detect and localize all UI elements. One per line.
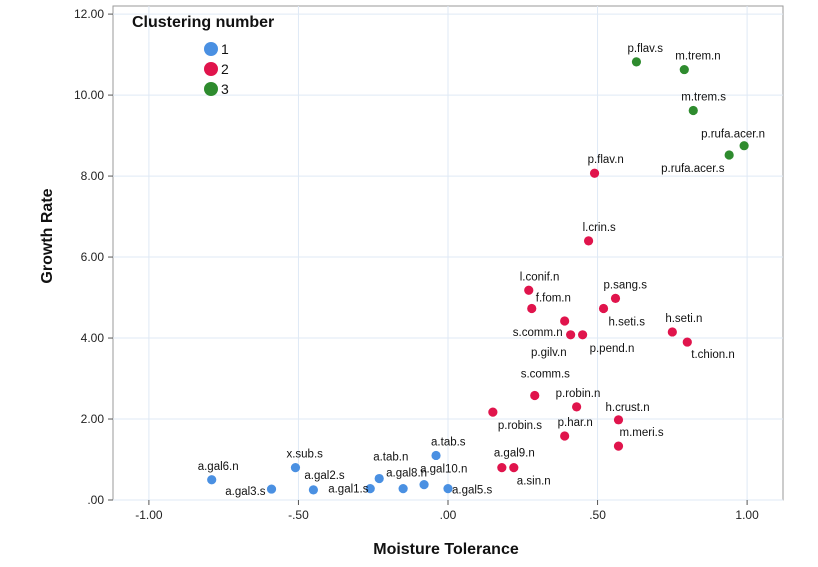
y-tick-label: 12.00	[74, 7, 104, 21]
data-point-p.flav.s	[631, 57, 642, 67]
data-point-s.comm.s	[530, 390, 540, 401]
point-label: a.gal3.s	[225, 486, 266, 498]
data-point-p.pend.n	[577, 330, 588, 340]
data-point-m.trem.s	[688, 105, 698, 116]
point-label: m.trem.n	[675, 51, 720, 63]
point-label: p.har.n	[558, 417, 593, 429]
legend-label: 1	[221, 41, 229, 57]
point-label: a.tab.n	[373, 452, 408, 464]
point-label: h.crust.n	[605, 402, 649, 414]
point-label: l.crin.s	[583, 222, 616, 234]
data-point-a.gal1.s	[365, 484, 375, 494]
data-point-a.gal5.s	[443, 484, 453, 494]
x-tick-label: .50	[589, 508, 606, 522]
legend-marker-2	[204, 62, 218, 76]
y-axis-title: Growth Rate	[39, 188, 56, 283]
point-label: h.seti.s	[609, 316, 646, 328]
data-point-p.robin.s	[488, 407, 498, 417]
legend-marker-1	[204, 42, 218, 56]
data-point-a.tab.s	[431, 450, 441, 461]
data-points	[207, 57, 749, 495]
data-point-p.rufa.acer.s	[724, 150, 734, 160]
point-label: a.gal8.n	[386, 468, 427, 480]
data-point-m.meri.s	[613, 441, 624, 451]
data-point-a.sin.n	[509, 463, 519, 473]
data-point-a.gal8.n	[398, 484, 408, 494]
data-point-h.crust.n	[613, 415, 624, 425]
point-label: a.gal2.s	[304, 470, 345, 482]
point-label: p.pend.n	[590, 343, 635, 355]
x-tick-label: .00	[440, 508, 457, 522]
data-point-f.fom.n	[527, 303, 537, 314]
y-tick-label: 4.00	[81, 331, 105, 345]
data-point-t.chion.n	[682, 337, 692, 347]
point-label: h.seti.n	[665, 313, 702, 325]
x-tick-label: -.50	[288, 508, 309, 522]
point-label: m.meri.s	[619, 427, 663, 439]
point-label: p.gilv.n	[531, 347, 567, 359]
point-label: a.gal9.n	[494, 448, 535, 460]
data-point-l.crin.s	[583, 236, 594, 246]
data-point-h.seti.n	[667, 327, 677, 337]
data-point-p.sang.s	[610, 293, 621, 303]
data-point-p.gilv.n	[566, 330, 576, 340]
point-labels: a.gal6.n a.gal3.s x.sub.s a.gal2.s a.gal1.s a…	[198, 43, 765, 498]
y-tick-label: 10.00	[74, 88, 104, 102]
y-tick-labels: .00 2.00 4.00 6.00 8.00 10.00 12.00	[74, 7, 113, 507]
y-tick-label: 6.00	[81, 250, 105, 264]
data-point-a.gal6.n	[207, 475, 217, 485]
data-point-a.gal3.s	[266, 484, 277, 494]
data-point-s.comm.n	[560, 316, 570, 326]
x-axis-title: Moisture Tolerance	[373, 541, 519, 558]
data-point-x.sub.s	[290, 463, 301, 473]
point-label: p.rufa.acer.s	[661, 163, 725, 175]
point-label: m.trem.s	[681, 91, 726, 103]
data-point-p.rufa.acer.n	[739, 141, 749, 151]
point-label: a.gal1.s	[328, 484, 369, 496]
point-label: a.gal6.n	[198, 461, 239, 473]
x-tick-labels: -1.00 -.50 .00 .50 1.00	[135, 500, 759, 522]
point-label: s.comm.n	[513, 327, 563, 339]
data-point-a.gal2.s	[308, 485, 319, 495]
legend: Clustering number 1 2 3	[132, 14, 274, 97]
x-tick-label: -1.00	[135, 508, 163, 522]
grid-lines	[113, 6, 783, 501]
point-label: s.comm.s	[521, 369, 570, 381]
data-point-l.conif.n	[524, 285, 534, 295]
legend-marker-3	[204, 82, 218, 96]
point-label: a.gal10.n	[420, 464, 467, 476]
legend-label: 2	[221, 61, 229, 77]
data-point-a.gal10.n	[419, 480, 429, 490]
y-tick-label: .00	[87, 493, 104, 507]
y-tick-label: 2.00	[81, 412, 105, 426]
point-label: x.sub.s	[286, 449, 323, 461]
legend-title: Clustering number	[132, 14, 274, 31]
data-point-a.gal9.n	[497, 463, 507, 473]
legend-label: 3	[221, 81, 229, 97]
y-tick-label: 8.00	[81, 169, 105, 183]
data-point-a.tab.n	[374, 473, 384, 484]
point-label: p.robin.n	[556, 388, 601, 400]
data-point-h.seti.s	[598, 303, 609, 314]
data-point-p.har.n	[560, 431, 570, 441]
point-label: p.robin.s	[498, 420, 542, 432]
point-label: p.rufa.acer.n	[701, 129, 765, 141]
point-label: f.fom.n	[536, 292, 571, 304]
legend-items: 1 2 3	[204, 41, 229, 97]
point-label: a.gal5.s	[452, 485, 493, 497]
point-label: p.flav.s	[627, 43, 663, 55]
point-label: p.flav.n	[588, 154, 624, 166]
point-label: a.tab.s	[431, 436, 466, 448]
point-label: l.conif.n	[520, 271, 560, 283]
point-label: p.sang.s	[604, 279, 648, 291]
point-label: a.sin.n	[517, 476, 551, 488]
x-tick-label: 1.00	[735, 508, 759, 522]
data-point-m.trem.n	[679, 64, 689, 75]
point-label: t.chion.n	[691, 349, 734, 361]
data-point-p.robin.n	[572, 402, 582, 412]
data-point-p.flav.n	[589, 168, 600, 178]
